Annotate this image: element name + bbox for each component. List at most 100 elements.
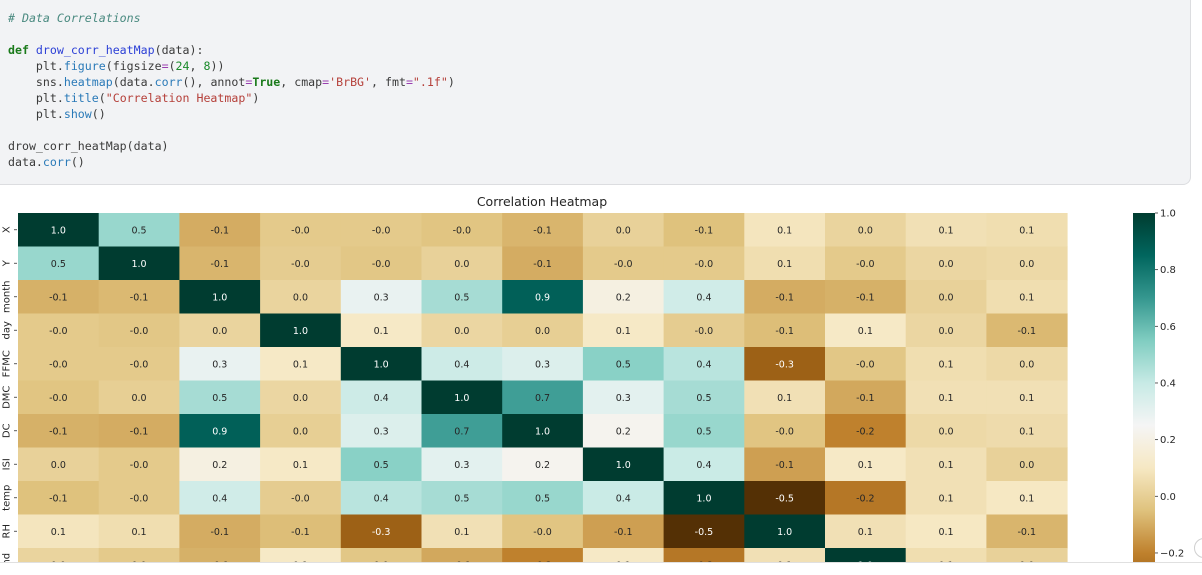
heatmap-cell: [18, 280, 100, 314]
heatmap-cell: [340, 347, 422, 381]
cell-annotation: -0.1: [49, 426, 68, 437]
cell-annotation: 0.1: [938, 527, 953, 538]
cell-annotation: 1.0: [51, 225, 66, 236]
cell-annotation: 0.0: [293, 393, 308, 404]
heatmap-cell: [98, 447, 180, 482]
heatmap-cell: [502, 246, 584, 281]
y-tick-label: day: [2, 321, 13, 339]
cell-annotation: 0.0: [131, 560, 146, 562]
cell-annotation: 0.3: [374, 426, 389, 437]
cell-annotation: 0.1: [858, 460, 873, 471]
cell-annotation: 0.5: [696, 426, 711, 437]
code-token: ,: [189, 59, 204, 73]
code-line: # Data Correlations: [8, 11, 141, 25]
heatmap-cell: [905, 246, 987, 281]
heatmap-cell: [179, 380, 261, 415]
code-token: sns.: [8, 75, 64, 89]
heatmap-cell: [421, 280, 503, 314]
heatmap-cell: [582, 481, 665, 515]
heatmap-cell: [260, 447, 342, 482]
heatmap-cell: [582, 246, 665, 281]
heatmap-cell: [340, 213, 422, 247]
cell-annotation: 0.3: [616, 393, 631, 404]
cell-annotation: 0.0: [212, 326, 227, 337]
code-editor[interactable]: # Data Correlations def drow_corr_heatMa…: [8, 10, 455, 170]
cell-annotation: 0.0: [1019, 460, 1034, 471]
cell-annotation: -0.0: [49, 393, 68, 404]
cell-annotation: -0.2: [856, 493, 875, 504]
cell-annotation: 0.9: [212, 426, 227, 437]
heatmap-cell: [744, 246, 826, 281]
code-line: plt.figure(figsize=(24, 8)): [8, 59, 225, 73]
cell-annotation: 0.1: [777, 560, 792, 562]
cell-annotation: 0.2: [212, 460, 227, 471]
cell-annotation: 0.0: [1019, 259, 1034, 270]
heatmap-cell: [18, 347, 100, 381]
heatmap-cell: [18, 246, 100, 281]
y-tick-label: X: [2, 226, 13, 233]
cell-annotation: 0.0: [938, 292, 953, 303]
cell-annotation: 0.0: [938, 259, 953, 270]
code-token: ): [252, 91, 260, 105]
heatmap-cell: [421, 347, 503, 381]
colorbar-tick-label: 1.0: [1160, 209, 1176, 220]
cell-annotation: 0.1: [777, 393, 792, 404]
cell-annotation: 0.1: [938, 460, 953, 471]
cell-annotation: 1.0: [212, 292, 227, 303]
cell-annotation: -0.0: [49, 359, 68, 370]
cell-annotation: -0.1: [49, 493, 68, 504]
cell-annotation: 0.5: [616, 359, 631, 370]
heatmap-cell: [98, 414, 180, 448]
heatmap-cell: [825, 447, 907, 482]
heatmap-cell: [744, 347, 826, 381]
cell-annotation: -0.0: [453, 225, 472, 236]
heatmap-cell: [663, 280, 745, 314]
cell-annotation: -0.1: [775, 292, 794, 303]
heatmap-cell: [421, 380, 503, 415]
correlation-heatmap: Correlation Heatmap 1.0 0.5 -0.1 -0.0 -0.0 -0…: [2, 194, 1184, 562]
code-token: True: [252, 75, 281, 89]
heatmap-cell: [582, 213, 665, 247]
cell-annotation: 0.1: [454, 527, 469, 538]
heatmap-cell: [18, 481, 100, 515]
cell-annotation: -0.1: [49, 292, 68, 303]
code-cell[interactable]: # Data Correlations def drow_corr_heatMa…: [0, 0, 1191, 185]
cell-annotation: -0.1: [210, 259, 229, 270]
cell-annotation: 0.1: [1019, 393, 1034, 404]
code-token: 24: [175, 59, 190, 73]
cell-annotation: -0.0: [130, 326, 149, 337]
cell-annotation: 0.4: [454, 359, 469, 370]
cell-annotation: 0.1: [293, 359, 308, 370]
heatmap-cell: [502, 548, 584, 562]
cell-annotation: -0.1: [614, 527, 633, 538]
cell-annotation: 0.1: [938, 359, 953, 370]
cell-annotation: -0.5: [695, 527, 714, 538]
heatmap-cell: [502, 514, 584, 549]
y-tick-label: Y: [2, 259, 13, 267]
cell-annotation: 0.0: [616, 225, 631, 236]
heatmap-cell: [663, 481, 745, 515]
heatmap-cell: [582, 313, 665, 348]
cell-annotation: -0.0: [130, 460, 149, 471]
cell-annotation: -0.1: [130, 426, 149, 437]
code-token: =: [405, 75, 413, 89]
cell-annotation: -0.0: [49, 326, 68, 337]
heatmap-cell: [905, 414, 987, 448]
heatmap-cell: [663, 313, 745, 348]
cell-annotation: 0.1: [51, 527, 66, 538]
cell-annotation: 0.5: [212, 393, 227, 404]
cell-annotation: 0.0: [454, 326, 469, 337]
heatmap-cell: [18, 380, 100, 415]
heatmap-cell: [179, 280, 261, 314]
cell-annotation: 0.0: [1019, 560, 1034, 562]
heatmap-cell: [663, 447, 745, 482]
y-tick-label: DC: [2, 423, 13, 438]
cell-annotation: -0.1: [210, 560, 229, 562]
cell-annotation: 0.0: [1019, 359, 1034, 370]
heatmap-cell: [582, 414, 665, 448]
code-token: , fmt: [371, 75, 406, 89]
cell-annotation: -0.0: [533, 527, 552, 538]
cell-annotation: 0.3: [212, 359, 227, 370]
cell-annotation: 0.1: [616, 326, 631, 337]
heatmap-cell: [421, 313, 503, 348]
